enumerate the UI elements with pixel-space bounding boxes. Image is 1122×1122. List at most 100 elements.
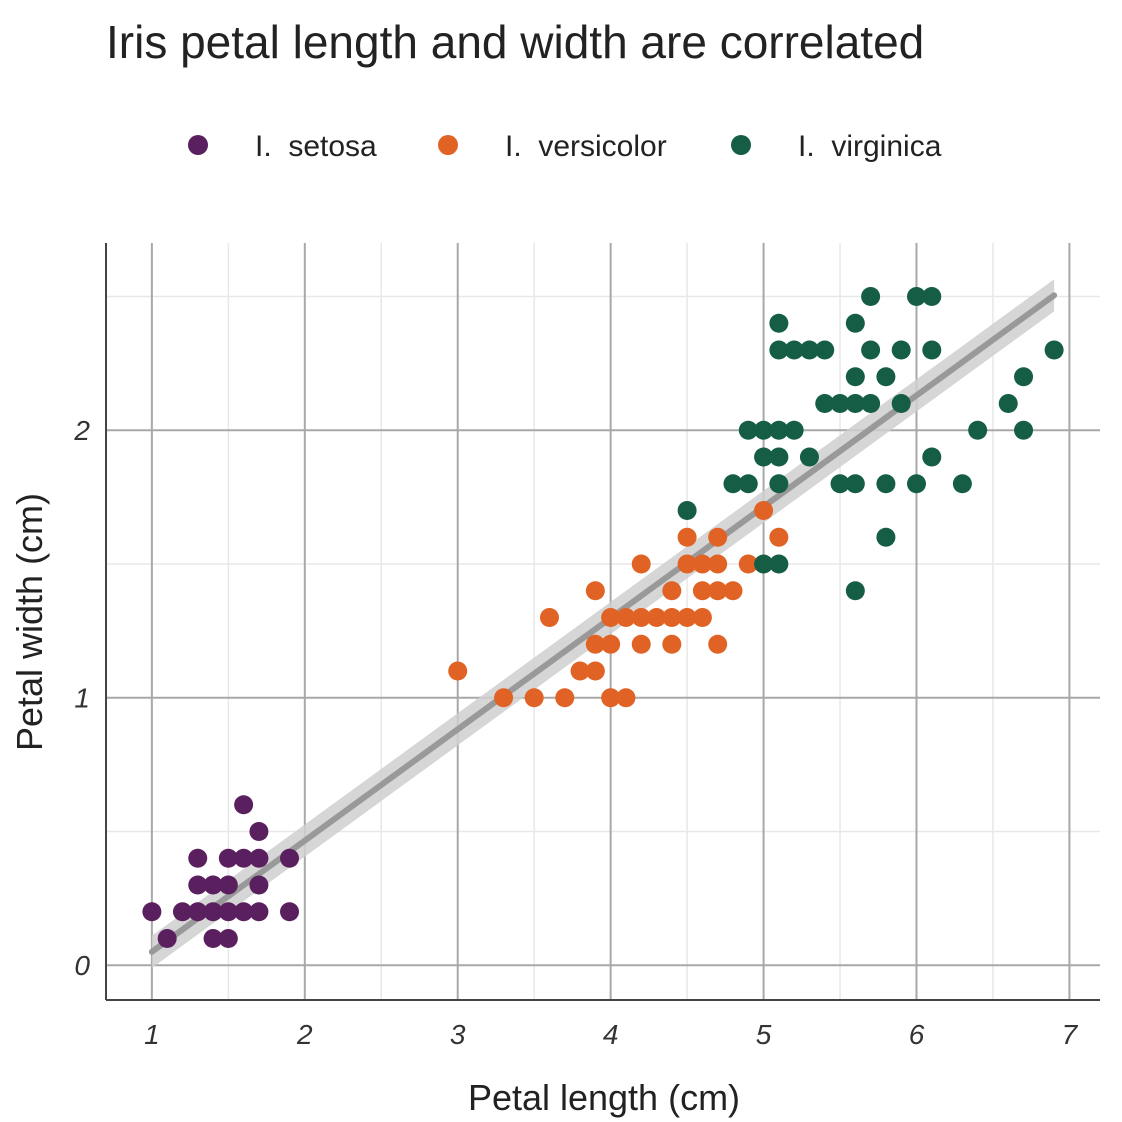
- data-point: [249, 902, 269, 922]
- data-point: [906, 286, 926, 306]
- chart-title: Iris petal length and width are correlat…: [106, 16, 924, 68]
- data-point: [662, 581, 682, 601]
- data-point: [861, 286, 881, 306]
- data-point: [968, 420, 988, 440]
- legend: I. setosa I. versicolor I. virginica: [188, 130, 942, 163]
- y-axis-label: Petal width (cm): [9, 493, 50, 751]
- data-point: [845, 474, 865, 494]
- data-point: [952, 474, 972, 494]
- data-point: [692, 554, 712, 574]
- data-point: [677, 554, 697, 574]
- data-point: [570, 661, 590, 681]
- data-point: [784, 420, 804, 440]
- tick-labels: 1 2 3 4 5 6 7 0 1 2: [73, 415, 1078, 1050]
- data-point: [876, 367, 896, 387]
- data-point: [280, 902, 300, 922]
- data-point: [922, 447, 942, 467]
- data-point: [769, 447, 789, 467]
- data-point: [815, 393, 835, 413]
- data-point: [218, 848, 238, 868]
- data-point: [677, 527, 697, 547]
- data-point: [891, 340, 911, 360]
- data-point: [203, 875, 223, 895]
- data-point: [234, 902, 254, 922]
- data-point: [616, 607, 636, 627]
- data-point: [769, 313, 789, 333]
- data-point: [662, 607, 682, 627]
- data-point: [769, 340, 789, 360]
- data-point: [845, 313, 865, 333]
- data-point: [539, 607, 559, 627]
- data-point: [249, 875, 269, 895]
- x-tick-label: 1: [144, 1019, 160, 1050]
- data-point: [172, 902, 192, 922]
- data-point: [616, 688, 636, 708]
- data-point: [249, 821, 269, 841]
- data-point: [601, 688, 621, 708]
- data-point: [555, 688, 575, 708]
- data-point: [769, 420, 789, 440]
- data-point: [601, 634, 621, 654]
- legend-label: I. virginica: [798, 130, 942, 163]
- data-point: [585, 661, 605, 681]
- data-point: [692, 581, 712, 601]
- data-point: [494, 688, 514, 708]
- data-point: [203, 902, 223, 922]
- data-point: [876, 527, 896, 547]
- data-point: [708, 634, 728, 654]
- data-point: [830, 474, 850, 494]
- data-point: [692, 607, 712, 627]
- data-point: [784, 340, 804, 360]
- legend-marker: [438, 135, 458, 155]
- data-point: [815, 340, 835, 360]
- data-point: [891, 393, 911, 413]
- data-point: [677, 500, 697, 520]
- data-point: [677, 607, 697, 627]
- data-point: [188, 848, 208, 868]
- data-point: [1014, 420, 1034, 440]
- data-point: [799, 447, 819, 467]
- data-point: [754, 500, 774, 520]
- data-point: [280, 848, 300, 868]
- data-point: [203, 928, 223, 948]
- data-point: [861, 340, 881, 360]
- data-point: [861, 393, 881, 413]
- data-point: [1014, 367, 1034, 387]
- data-point: [769, 474, 789, 494]
- data-point: [723, 474, 743, 494]
- data-point: [998, 393, 1018, 413]
- x-tick-label: 7: [1062, 1019, 1079, 1050]
- data-point: [218, 875, 238, 895]
- x-tick-label: 6: [909, 1019, 925, 1050]
- data-point: [723, 581, 743, 601]
- data-point: [906, 474, 926, 494]
- data-point: [142, 902, 162, 922]
- data-point: [234, 795, 254, 815]
- data-point: [738, 474, 758, 494]
- legend-label: I. versicolor: [505, 130, 667, 163]
- data-point: [188, 902, 208, 922]
- data-point: [769, 527, 789, 547]
- data-point: [845, 393, 865, 413]
- x-tick-label: 2: [296, 1019, 313, 1050]
- data-point: [1044, 340, 1064, 360]
- data-point: [249, 848, 269, 868]
- y-tick-label: 1: [74, 683, 90, 714]
- x-tick-label: 3: [450, 1019, 466, 1050]
- data-point: [754, 420, 774, 440]
- x-tick-label: 4: [603, 1019, 619, 1050]
- legend-marker: [188, 135, 208, 155]
- data-point: [631, 607, 651, 627]
- data-point: [738, 554, 758, 574]
- data-point: [585, 581, 605, 601]
- data-point: [631, 554, 651, 574]
- data-point: [708, 554, 728, 574]
- data-point: [601, 607, 621, 627]
- data-point: [585, 634, 605, 654]
- data-point: [738, 420, 758, 440]
- data-points: [142, 286, 1064, 948]
- x-axis-label: Petal length (cm): [468, 1077, 740, 1118]
- data-point: [188, 875, 208, 895]
- x-tick-label: 5: [756, 1019, 772, 1050]
- data-point: [845, 367, 865, 387]
